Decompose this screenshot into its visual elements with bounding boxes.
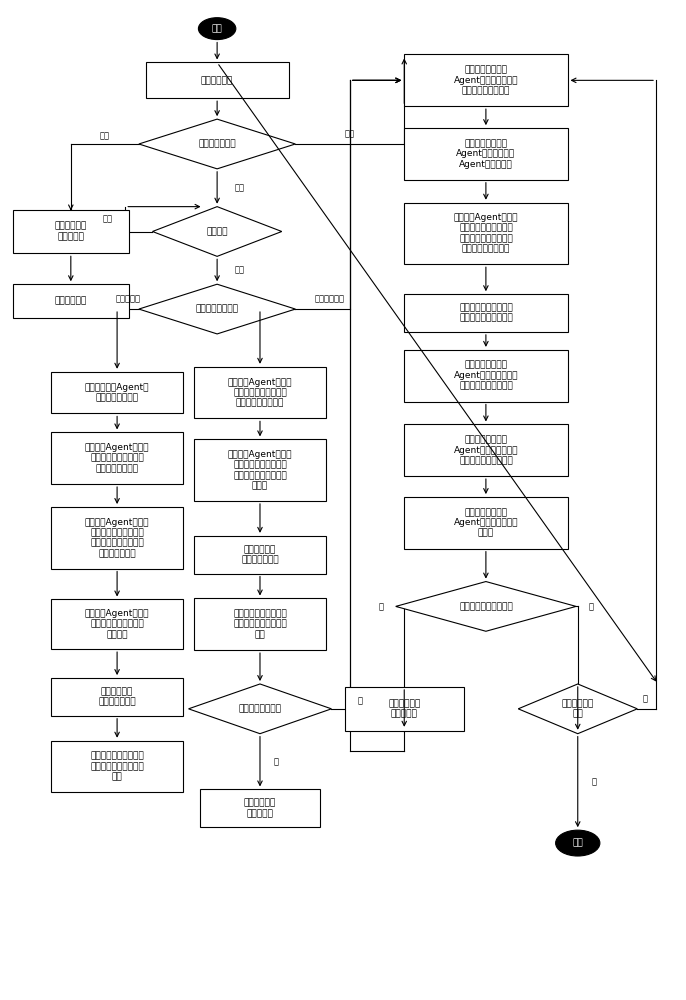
Ellipse shape xyxy=(556,830,600,856)
FancyBboxPatch shape xyxy=(404,350,567,402)
FancyBboxPatch shape xyxy=(404,424,567,476)
FancyBboxPatch shape xyxy=(200,789,320,827)
Text: 特征提取Agent使用安
全钩子函数提取软件行
为主体进程的代码段: 特征提取Agent使用安 全钩子函数提取软件行 为主体进程的代码段 xyxy=(228,378,292,408)
Text: 是: 是 xyxy=(589,602,593,611)
FancyBboxPatch shape xyxy=(145,62,289,98)
Text: 特征提取Agent使用安
全钩子函数提取软件行
为主体进程动态可加载
库集合: 特征提取Agent使用安 全钩子函数提取软件行 为主体进程动态可加载 库集合 xyxy=(228,450,292,490)
Text: 开始: 开始 xyxy=(212,24,222,33)
Polygon shape xyxy=(139,284,296,334)
Text: 成功: 成功 xyxy=(234,266,244,275)
Text: 判断用户登录模式: 判断用户登录模式 xyxy=(196,305,239,314)
FancyBboxPatch shape xyxy=(193,367,327,418)
Text: 结束可信状态
特征值采集: 结束可信状态 特征值采集 xyxy=(244,799,276,818)
FancyBboxPatch shape xyxy=(51,372,183,413)
FancyBboxPatch shape xyxy=(404,294,567,332)
FancyBboxPatch shape xyxy=(193,598,327,650)
Text: 否: 否 xyxy=(643,694,648,703)
Polygon shape xyxy=(189,684,331,734)
FancyBboxPatch shape xyxy=(13,284,129,318)
Text: 计算软件行为
可信状态特征值: 计算软件行为 可信状态特征值 xyxy=(241,545,279,564)
FancyBboxPatch shape xyxy=(404,54,567,106)
Text: 可信信任链建立: 可信信任链建立 xyxy=(198,139,236,148)
Polygon shape xyxy=(139,119,296,169)
Text: 结束: 结束 xyxy=(572,839,583,848)
Text: 计算待监测的用户、软
件行为可信状态特征值: 计算待监测的用户、软 件行为可信状态特征值 xyxy=(459,303,512,323)
Text: 特征提取Agent提取作
为用户行为客体的文件
二进制流: 特征提取Agent提取作 为用户行为客体的文件 二进制流 xyxy=(85,609,150,639)
Text: 移动终端状态是否可信: 移动终端状态是否可信 xyxy=(459,602,512,611)
Text: 成功: 成功 xyxy=(345,130,355,139)
FancyBboxPatch shape xyxy=(13,210,129,253)
FancyBboxPatch shape xyxy=(404,203,567,264)
Text: 移动终端是否关机: 移动终端是否关机 xyxy=(239,704,281,713)
Text: 管理员模式: 管理员模式 xyxy=(115,295,141,304)
Text: 是: 是 xyxy=(274,757,279,766)
Text: 特征提取Agent根据操
作系统源代码提取用户
操作系统调用序列: 特征提取Agent根据操 作系统源代码提取用户 操作系统调用序列 xyxy=(85,443,150,473)
Polygon shape xyxy=(396,582,576,631)
Text: 失败: 失败 xyxy=(100,132,110,141)
FancyBboxPatch shape xyxy=(404,497,567,549)
Polygon shape xyxy=(152,207,282,256)
Text: 移动终端告警
并记录日志: 移动终端告警 并记录日志 xyxy=(55,222,87,241)
Text: 可信状态特征库加密存
储软件行为可信状态特
征值: 可信状态特征库加密存 储软件行为可信状态特 征值 xyxy=(233,609,287,639)
Text: 成功: 成功 xyxy=(234,183,244,192)
Text: 可信状态监测核心
Agent进行用户行为可
信安全策略符合性检查: 可信状态监测核心 Agent进行用户行为可 信安全策略符合性检查 xyxy=(453,361,518,391)
Text: 用户登录: 用户登录 xyxy=(206,227,228,236)
Text: 移动终端是否
关机: 移动终端是否 关机 xyxy=(562,699,594,719)
FancyBboxPatch shape xyxy=(193,536,327,574)
Text: 是: 是 xyxy=(591,777,596,786)
Polygon shape xyxy=(518,684,637,734)
FancyBboxPatch shape xyxy=(404,128,567,180)
FancyBboxPatch shape xyxy=(51,507,183,569)
Text: 失败: 失败 xyxy=(103,215,113,224)
FancyBboxPatch shape xyxy=(193,439,327,501)
Text: 否: 否 xyxy=(358,696,363,705)
Text: 指定特征提取Agent工
作模式为实时模式: 指定特征提取Agent工 作模式为实时模式 xyxy=(85,383,150,402)
Text: 移动终端启动: 移动终端启动 xyxy=(201,76,233,85)
Text: 可信状态监测核心
Agent进行软件行为可
信安全策略符合性检查: 可信状态监测核心 Agent进行软件行为可 信安全策略符合性检查 xyxy=(453,435,518,465)
Text: 可信状态特征库加密存
储用户行为可信状态特
征值: 可信状态特征库加密存 储用户行为可信状态特 征值 xyxy=(91,752,144,781)
Text: 特征提取Agent在指定
的工作模式下提取移动
终端运行期间用户、软
件行为可信状态特征: 特征提取Agent在指定 的工作模式下提取移动 终端运行期间用户、软 件行为可信… xyxy=(453,213,518,254)
FancyBboxPatch shape xyxy=(344,687,464,731)
Text: 移动终端告警
并记录日志: 移动终端告警 并记录日志 xyxy=(388,699,421,719)
Text: 计算用户行为
可信状态特征值: 计算用户行为 可信状态特征值 xyxy=(98,687,136,707)
FancyBboxPatch shape xyxy=(51,432,183,484)
Ellipse shape xyxy=(198,18,236,40)
Text: 否: 否 xyxy=(379,602,383,611)
Text: 移动终端关机: 移动终端关机 xyxy=(55,297,87,306)
FancyBboxPatch shape xyxy=(51,741,183,792)
FancyBboxPatch shape xyxy=(51,678,183,716)
Text: 可信状态监测核心
Agent监控移动终端后
备作业队列饱和程度: 可信状态监测核心 Agent监控移动终端后 备作业队列饱和程度 xyxy=(453,65,518,95)
FancyBboxPatch shape xyxy=(51,599,183,649)
Text: 特征提取Agent编译可
以作为用户行为主体或
客体的应用程序来提取
其目标机器指令: 特征提取Agent编译可 以作为用户行为主体或 客体的应用程序来提取 其目标机器… xyxy=(85,518,150,558)
Text: 可信状态监测核心
Agent计算可信状态判
别函数: 可信状态监测核心 Agent计算可信状态判 别函数 xyxy=(453,508,518,538)
Text: 普通用户模式: 普通用户模式 xyxy=(314,295,344,304)
Text: 可信状态监测核心
Agent指定特征提取
Agent的工作模式: 可信状态监测核心 Agent指定特征提取 Agent的工作模式 xyxy=(456,139,515,169)
